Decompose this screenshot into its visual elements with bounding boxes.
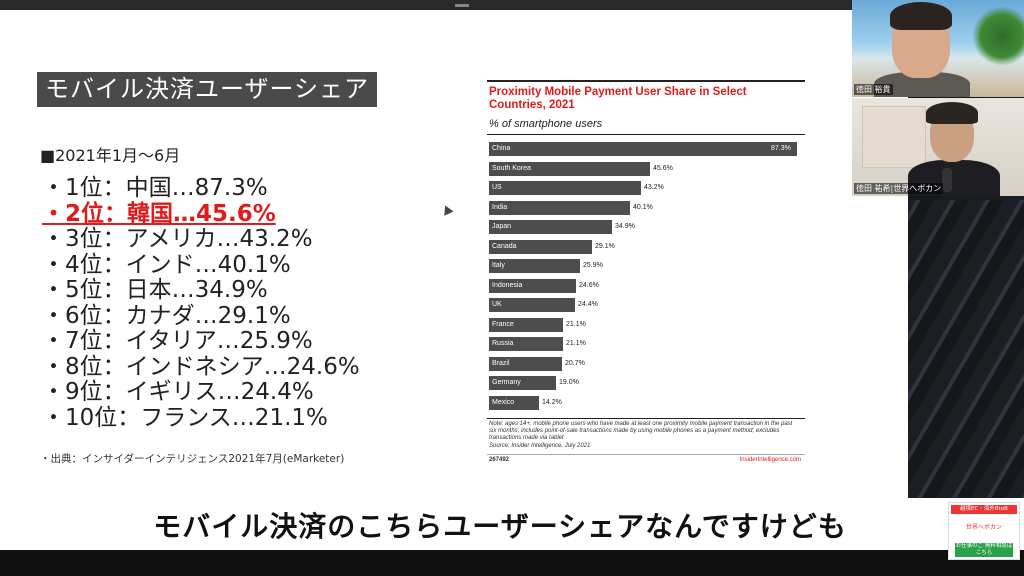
chart-bar: Mexico [489,396,539,410]
webcam-tile-2[interactable]: 徳田 祐希|世界へボカン [852,98,1024,196]
bar-value-label: 25.9% [583,262,603,269]
bar-value-label: 21.1% [566,321,586,328]
chart-title: Proximity Mobile Payment User Share in S… [489,86,747,111]
chart-bar: Italy [489,259,580,273]
channel-badge[interactable]: 越境EC・海外BtoB 世界へボカン お仕事のご 無料相談はこちら [948,502,1020,560]
bar-category-label: Italy [492,262,505,269]
bar-value-label: 19.0% [559,379,579,386]
rank-item: ・3位：アメリカ…43.2% [42,226,313,252]
mouse-cursor-icon [440,203,454,216]
consult-button[interactable]: お仕事のご 無料相談はこちら [955,543,1013,557]
microphone-icon [942,168,952,192]
bar-category-label: China [492,145,511,152]
rank-item: ・5位：日本…34.9% [42,277,268,303]
bar-category-label: Germany [492,379,521,386]
rank-item: ・8位：インドネシア…24.6% [42,353,360,380]
chart-bar: Germany [489,376,556,390]
chart-note-text: Note: ages 14+; mobile phone users who h… [489,421,793,442]
chart-note: Note: ages 14+; mobile phone users who h… [489,421,801,450]
rank-item: ・1位：中国…87.3% [42,175,268,201]
chart-mid-rule [487,134,805,135]
chart-id: 267492 [489,457,510,463]
rank-item: ・2位：韓国…45.6% [42,200,276,227]
palm-tree-icon [972,6,1024,66]
video-caption: モバイル決済のこちらユーザーシェアなんですけども [153,510,847,543]
source-note: ・出典：インサイダーインテリジェンス2021年7月(eMarketer) [40,453,345,465]
rank-item: ・4位：インド…40.1% [42,251,291,278]
bar-value-label: 34.9% [615,223,635,230]
bar-value-label: 43.2% [644,184,664,191]
caption-band [0,498,1024,550]
rank-item: ・7位：イタリア…25.9% [42,328,313,354]
bar-category-label: Japan [492,223,512,230]
chart-bar: Brazil [489,357,562,371]
drag-handle[interactable] [455,4,469,7]
chart-bar: UK [489,298,575,312]
bar-value-label: 21.1% [566,340,586,347]
bar-category-label: UK [492,301,502,308]
bar-category-label: France [492,321,514,328]
bar-value-label: 45.6% [653,165,673,172]
chart-bar: Canada [489,240,592,254]
speaker-hair [890,2,952,30]
bar-category-label: India [492,204,508,211]
chart-foot-rule [487,454,805,455]
chart-bar: India [489,201,630,215]
bar-category-label: Canada [492,243,517,250]
chart-bar: South Korea [489,162,650,176]
chart-bar: Japan [489,220,612,234]
window-top-bar [0,0,908,10]
chart-source-text: Source: Insider Intelligence, July 2021 [489,442,591,449]
background-shelf [862,106,926,168]
chart-bar: China [489,142,797,156]
chart-top-rule [487,80,805,82]
bottom-strip [0,550,1024,576]
webcam-name-label-2: 徳田 祐希|世界へボカン [854,183,944,194]
slide-title: モバイル決済ユーザーシェア [37,72,378,107]
period-label: ■2021年1月〜6月 [40,146,181,165]
bar-chart: Proximity Mobile Payment User Share in S… [487,80,805,466]
bar-value-label: 24.6% [579,282,599,289]
presentation-slide: モバイル決済ユーザーシェア ■2021年1月〜6月 ・1位：中国…87.3% ・2… [0,10,908,498]
bar-category-label: South Korea [492,165,531,172]
bar-category-label: Indonesia [492,282,523,289]
bar-category-label: Mexico [492,399,515,406]
badge-logo: 世界へボカン [965,524,1002,531]
rank-item: ・10位：フランス…21.1% [42,404,328,431]
chart-bottom-rule [487,418,805,419]
bar-category-label: Brazil [492,360,510,367]
speaker-hair [926,102,978,124]
bar-value-label: 20.7% [565,360,585,367]
bar-category-label: US [492,184,502,191]
bar-value-label: 87.3% [771,145,791,152]
chart-brand: InsiderIntelligence.com [739,457,801,463]
chart-bar: US [489,181,641,195]
ranking-list: ・1位：中国…87.3% ・2位：韓国…45.6% ・3位：アメリカ…43.2% ・4… [42,175,360,431]
rank-item: ・9位：イギリス…24.4% [42,379,314,405]
webcam-name-label-1: 徳田 裕貴 [854,84,893,95]
chart-bar: Indonesia [489,279,576,293]
webcam-tile-1[interactable]: 徳田 裕貴 [852,0,1024,97]
bar-value-label: 40.1% [633,204,653,211]
bar-category-label: Russia [492,340,514,347]
bar-value-label: 14.2% [542,399,562,406]
chart-bar: France [489,318,563,332]
bar-value-label: 29.1% [595,243,615,250]
badge-top-text: 越境EC・海外BtoB [951,505,1017,514]
chart-subtitle: % of smartphone users [489,118,603,130]
chart-bar: Russia [489,337,563,351]
bar-value-label: 24.4% [578,301,598,308]
chart-bars: China 87.3% South Korea 45.6% US 43.2% India 40… [489,142,805,412]
rank-item: ・6位：カナダ…29.1% [42,302,291,329]
